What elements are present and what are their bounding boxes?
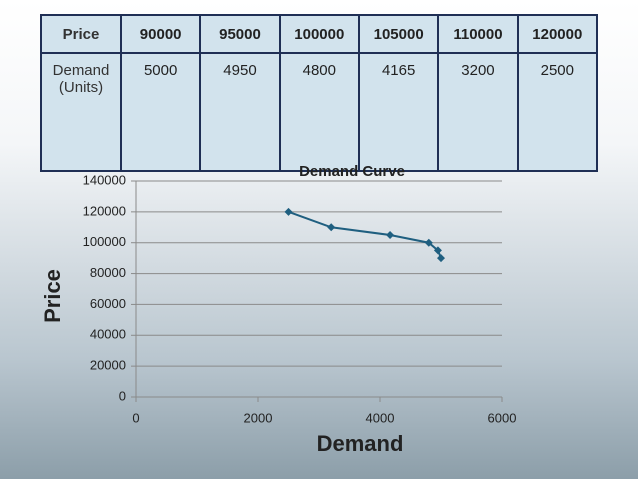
price-demand-table: Price 90000 95000 100000 105000 110000 120000 …	[40, 14, 599, 172]
x-tick-label: 0	[132, 410, 139, 425]
data-point	[437, 254, 445, 263]
table-cell: 100000	[278, 14, 360, 54]
x-tick-label: 4000	[366, 410, 395, 425]
table-cell: 2500	[516, 52, 599, 172]
table-cell: Price	[40, 14, 122, 54]
table-cell: 95000	[199, 14, 281, 54]
y-tick-label: 40000	[90, 327, 126, 342]
y-tick-label: 20000	[90, 358, 126, 373]
table-cell: 5000	[119, 52, 202, 172]
y-tick-label: 80000	[90, 265, 126, 280]
header-row: Price 90000 95000 100000 105000 110000 120000	[40, 14, 599, 54]
data-point	[424, 238, 433, 247]
table-cell: 90000	[119, 14, 202, 54]
y-tick-label: 120000	[83, 203, 126, 218]
y-tick-label: 140000	[83, 172, 126, 187]
x-tick-label: 6000	[488, 410, 517, 425]
table-cell: 4165	[357, 52, 440, 172]
data-point	[327, 223, 336, 232]
table-cell: 4800	[278, 52, 360, 172]
chart-title: Demand Curve	[299, 163, 405, 180]
table-cell: Demand (Units)	[40, 52, 122, 172]
y-tick-label: 100000	[83, 234, 126, 249]
data-point	[386, 231, 395, 239]
x-tick-label: 2000	[244, 410, 273, 425]
table-cell: 120000	[516, 14, 599, 54]
table-cell: 105000	[357, 14, 440, 54]
data-point	[433, 246, 442, 255]
table-cell: 4950	[199, 52, 281, 172]
table-cell: 3200	[437, 52, 519, 172]
demand-line	[288, 210, 442, 259]
x-axis-label: Demand	[317, 431, 404, 456]
y-tick-label: 60000	[90, 296, 126, 311]
y-tick-label: 0	[119, 388, 126, 403]
data-row: Demand (Units) 5000 4950 4800 4165 3200 2500	[40, 52, 599, 172]
y-axis-label: Price	[40, 269, 65, 323]
data-point	[284, 207, 293, 216]
table-cell: 110000	[437, 14, 519, 54]
